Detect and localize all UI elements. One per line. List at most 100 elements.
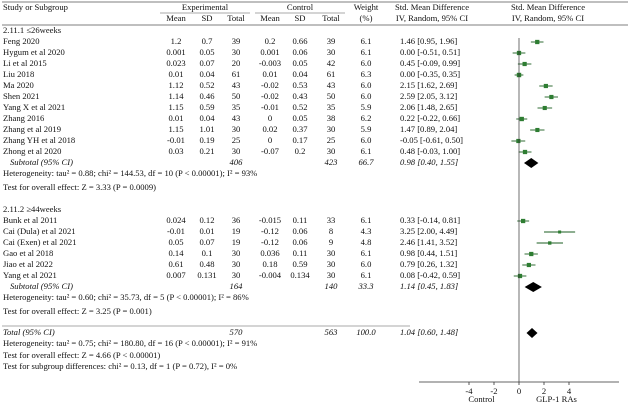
pooled-diamond (524, 158, 539, 168)
header-column: SD (295, 13, 306, 23)
total-weight: 100.0 (356, 327, 376, 337)
study-cell: 8 (329, 226, 333, 236)
study-square (522, 61, 527, 67)
study-ci: 2.59 [2.05, 3.12] (400, 91, 457, 101)
study-cell: 0.001 (166, 47, 185, 57)
study-cell: 19 (232, 226, 241, 236)
study-cell: 0.18 (262, 259, 277, 269)
study-cell: 0.1 (202, 248, 213, 258)
study-cell: 25 (232, 135, 241, 145)
study-ci: 0.22 [-0.22, 0.66] (400, 113, 460, 123)
study-cell: 19 (232, 237, 241, 247)
study-cell: -0.07 (261, 146, 280, 156)
study-weight: 6.1 (361, 270, 372, 280)
study-cell: 61 (327, 69, 336, 79)
group-title: 2.11.2 ≥44weeks (3, 204, 62, 214)
study-ci: 2.06 [1.48, 2.65] (400, 102, 457, 112)
study-cell: 0.59 (199, 102, 214, 112)
study-cell: -0.004 (259, 270, 282, 280)
study-name: Zhang et al 2019 (3, 124, 61, 134)
study-cell: 0.21 (199, 146, 214, 156)
study-cell: 0.05 (199, 47, 214, 57)
study-cell: -0.01 (167, 135, 185, 145)
study-cell: -0.01 (167, 226, 185, 236)
study-name: Bunk et al 2011 (3, 215, 57, 225)
study-cell: 1.01 (199, 124, 214, 134)
subtotal-weight: 33.3 (357, 281, 373, 291)
study-cell: 0 (268, 135, 272, 145)
study-cell: -0.015 (259, 215, 281, 225)
study-cell: 50 (327, 91, 336, 101)
study-cell: -0.003 (259, 58, 281, 68)
subtotal-cell: 423 (325, 157, 338, 167)
study-square (558, 230, 562, 234)
x-tick-label: -2 (490, 386, 497, 396)
study-cell: -0.12 (261, 237, 279, 247)
study-cell: 0.036 (260, 248, 280, 258)
study-cell: 25 (327, 135, 336, 145)
x-tick-label: 2 (542, 386, 546, 396)
study-name: Feng 2020 (3, 36, 40, 46)
study-ci: -0.05 [-0.61, 0.50] (400, 135, 463, 145)
study-cell: 0.11 (293, 248, 308, 258)
overall-test: Test for overall effect: Z = 4.66 (P < 0… (3, 350, 160, 360)
study-cell: 0.07 (199, 237, 215, 247)
study-name: Hygum et al 2020 (3, 47, 65, 57)
study-cell: 0.37 (292, 124, 308, 134)
study-name: Liu 2018 (3, 69, 34, 79)
subgroup-test: Test for subgroup differences: chi² = 0.… (3, 361, 237, 371)
study-name: Zhang 2016 (3, 113, 45, 123)
study-weight: 6.0 (361, 58, 372, 68)
header-control: Control (287, 2, 314, 12)
study-name: Ma 2020 (3, 80, 34, 90)
study-cell: 0.024 (166, 215, 186, 225)
study-weight: 6.0 (361, 259, 372, 269)
overall-test: Test for overall effect: Z = 3.33 (P = 0… (3, 182, 156, 192)
study-cell: 0.66 (292, 36, 308, 46)
study-cell: 0.06 (292, 226, 308, 236)
subtotal-cell: 406 (230, 157, 244, 167)
heterogeneity: Heterogeneity: tau² = 0.60; chi² = 35.73… (3, 292, 249, 302)
study-cell: 0.023 (166, 58, 185, 68)
study-cell: 0.61 (168, 259, 183, 269)
study-cell: 0.06 (292, 47, 308, 57)
study-weight: 5.9 (361, 124, 372, 134)
header-column: SD (202, 13, 213, 23)
study-cell: 30 (232, 146, 241, 156)
header-column: Total (227, 13, 245, 23)
study-cell: 0.46 (199, 91, 215, 101)
study-cell: 30 (232, 270, 241, 280)
header-column: Mean (166, 13, 186, 23)
study-cell: 35 (232, 102, 241, 112)
study-square (535, 127, 540, 133)
study-square (549, 94, 554, 100)
study-weight: 6.1 (361, 47, 372, 57)
study-cell: 0.11 (293, 215, 308, 225)
header-effect-plot: Std. Mean Difference (511, 2, 585, 12)
study-cell: 30 (327, 259, 336, 269)
study-cell: 0.19 (199, 135, 214, 145)
study-cell: 0.07 (199, 58, 215, 68)
study-cell: 0.12 (199, 215, 214, 225)
study-name: Yang X et al 2021 (3, 102, 65, 112)
study-cell: 0.7 (202, 36, 213, 46)
study-weight: 6.1 (361, 215, 372, 225)
study-cell: 0.2 (295, 146, 306, 156)
study-name: Li et al 2015 (3, 58, 47, 68)
study-name: Zhong et al 2020 (3, 146, 61, 156)
study-name: Yang et al 2021 (3, 270, 57, 280)
group-title: 2.11.1 ≤26weeks (3, 25, 62, 35)
study-weight: 5.9 (361, 102, 372, 112)
study-cell: 30 (232, 259, 241, 269)
study-cell: -0.02 (261, 80, 279, 90)
x-tick-label: -4 (465, 386, 473, 396)
study-cell: 39 (327, 36, 336, 46)
study-cell: 43 (232, 80, 241, 90)
study-name: Cai (Dula) et al 2021 (3, 226, 76, 236)
study-square (535, 39, 540, 45)
study-ci: 0.00 [-0.51, 0.51] (400, 47, 460, 57)
study-cell: -0.01 (261, 102, 279, 112)
overall-test: Test for overall effect: Z = 3.25 (P = 0… (3, 306, 152, 316)
study-cell: 38 (327, 113, 336, 123)
